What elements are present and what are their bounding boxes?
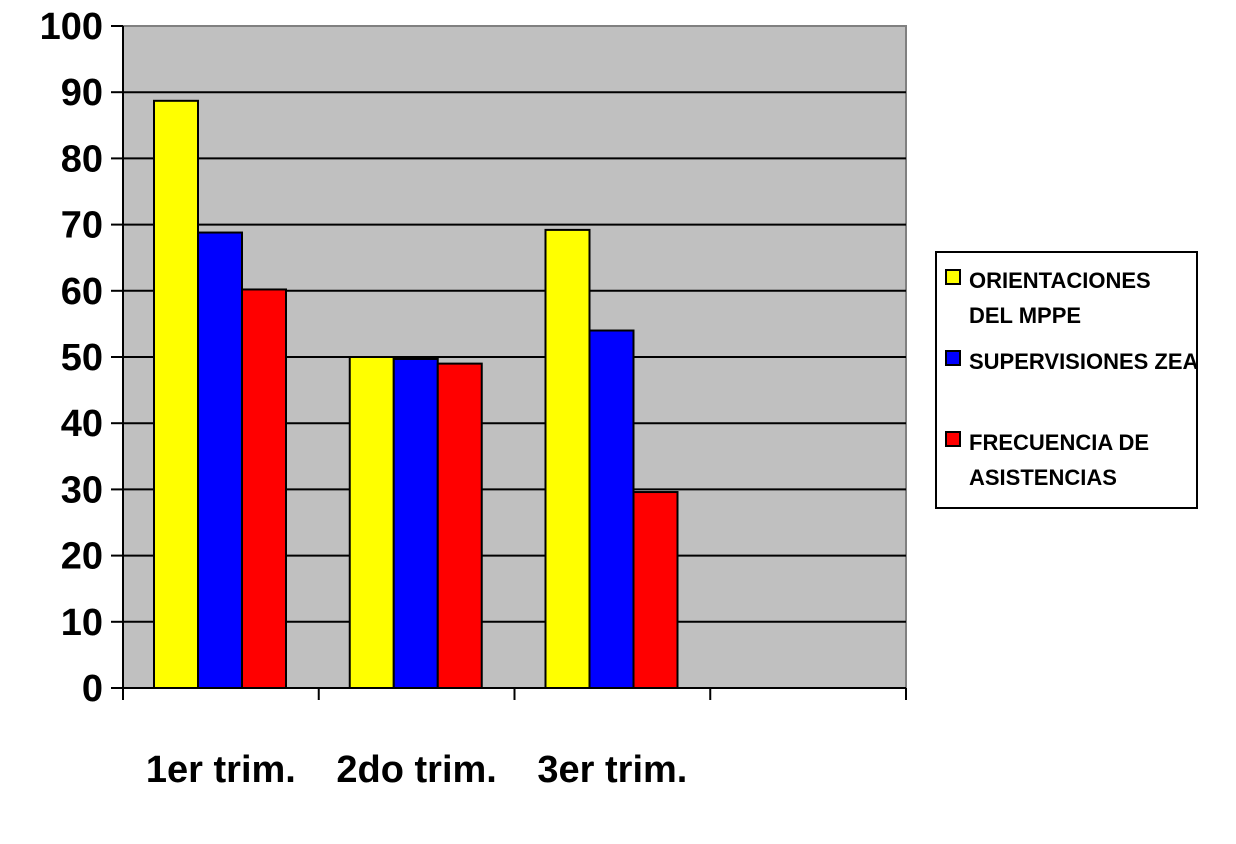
bar-series2-cat2: [632, 491, 679, 689]
y-tick-label-80: 80: [61, 138, 103, 180]
category-label-2: 3er trim.: [537, 749, 687, 791]
y-tick-label-100: 100: [40, 6, 103, 48]
y-tick-label-10: 10: [61, 602, 103, 644]
bar-series0-cat0: [153, 99, 199, 689]
y-tick-label-20: 20: [61, 536, 103, 578]
bars: [153, 99, 679, 689]
y-tick-label-50: 50: [61, 337, 103, 379]
bar-series1-cat2: [588, 329, 635, 689]
legend-swatch-supervisiones: [945, 350, 961, 366]
y-tick-label-40: 40: [61, 403, 103, 445]
bar-series1-cat0: [197, 231, 243, 689]
y-tick-labels: 0 10 20 30 40 50 60 70 80 90 100: [40, 6, 103, 710]
bar-series0-cat2: [544, 228, 591, 689]
y-tick-label-0: 0: [82, 668, 103, 710]
legend: ORIENTACIONES DEL MPPE SUPERVISIONES ZEA…: [935, 251, 1198, 509]
bar-series2-cat1: [436, 362, 483, 689]
legend-label: SUPERVISIONES ZEA: [969, 349, 1199, 374]
legend-label: FRECUENCIA DE ASISTENCIAS: [969, 430, 1150, 490]
legend-swatch-orientaciones: [945, 269, 961, 285]
y-tick-label-30: 30: [61, 469, 103, 511]
legend-label: ORIENTACIONES DEL MPPE: [969, 268, 1151, 328]
category-label-1: 2do trim.: [336, 749, 496, 791]
category-labels: 1er trim. 2do trim. 3er trim.: [146, 749, 687, 791]
legend-swatch-frecuencia: [945, 431, 961, 447]
y-tick-label-90: 90: [61, 72, 103, 114]
bar-series1-cat1: [392, 357, 439, 689]
y-tick-label-60: 60: [61, 271, 103, 313]
bar-series2-cat0: [241, 288, 287, 689]
category-label-0: 1er trim.: [146, 749, 296, 791]
bar-series0-cat1: [348, 356, 395, 689]
y-tick-label-70: 70: [61, 205, 103, 247]
axes: [111, 25, 907, 700]
